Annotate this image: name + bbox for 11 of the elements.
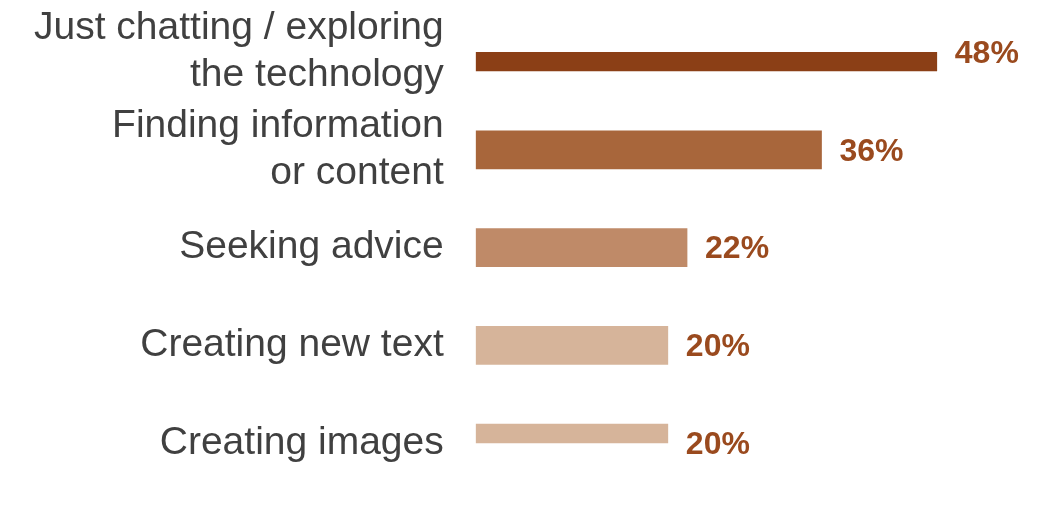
data-label: 48% <box>954 33 1019 70</box>
y-tick-label: Seeking advice <box>179 223 444 267</box>
y-tick-label: Creating new text <box>140 321 444 365</box>
data-label: 22% <box>705 229 770 266</box>
y-tick-label: Creating images <box>159 418 444 462</box>
bar <box>475 228 688 267</box>
y-tick-label: Finding information or content <box>112 102 444 192</box>
data-label: 20% <box>685 425 750 462</box>
y-tick-label: Just chatting / exploring the technology <box>33 4 445 95</box>
data-label: 20% <box>685 327 750 364</box>
data-label: 36% <box>839 131 904 168</box>
